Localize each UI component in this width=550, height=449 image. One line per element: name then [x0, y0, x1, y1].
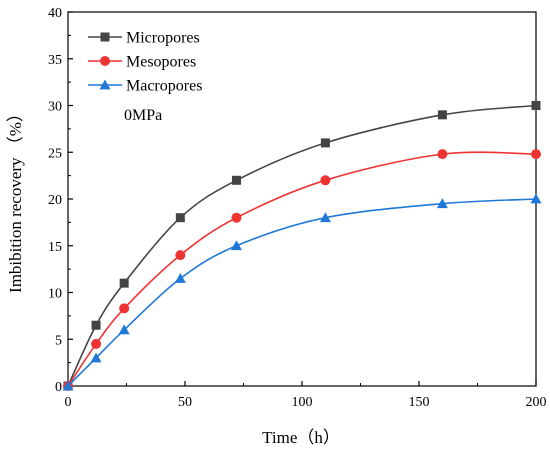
x-tick-label: 100	[292, 395, 313, 410]
data-point-mesopores	[437, 149, 448, 160]
y-tick-label: 15	[48, 240, 62, 255]
data-point-macropores	[90, 352, 102, 363]
legend-item-micropores: Micropores	[88, 30, 200, 47]
legend-item-mesopores: Mesopores	[88, 54, 196, 71]
data-point-macropores	[118, 324, 130, 335]
legend-label: Micropores	[126, 30, 200, 47]
y-tick-label: 5	[55, 333, 62, 348]
y-tick-label: 10	[48, 287, 62, 302]
series-micropores	[63, 101, 541, 391]
data-point-macropores	[230, 240, 242, 251]
y-tick-label: 25	[48, 146, 62, 161]
data-point-mesopores	[320, 175, 331, 186]
data-point-mesopores	[91, 338, 102, 349]
y-axis-title: Imbibition recovery （%）	[6, 105, 25, 293]
series-layer	[62, 101, 542, 391]
data-point-micropores	[437, 110, 447, 120]
legend-label: Mesopores	[126, 54, 196, 71]
series-line-mesopores	[67, 151, 537, 387]
y-tick-label: 40	[48, 6, 62, 21]
x-tick-label: 50	[178, 395, 192, 410]
data-point-macropores	[62, 380, 74, 391]
data-point-micropores	[119, 278, 129, 288]
legend-label: Macropores	[126, 78, 202, 95]
legend-marker	[99, 79, 111, 90]
y-tick-label: 35	[48, 53, 62, 68]
legend: Micropores Mesopores Macropores	[88, 30, 202, 95]
legend-item-macropores: Macropores	[88, 78, 202, 95]
data-point-macropores	[174, 272, 186, 283]
y-tick-label: 20	[48, 193, 62, 208]
data-point-mesopores	[231, 212, 242, 223]
data-point-macropores	[319, 212, 331, 223]
data-point-macropores	[436, 198, 448, 209]
series-macropores	[62, 193, 542, 391]
x-tick-label: 150	[409, 395, 430, 410]
series-line-micropores	[67, 104, 537, 387]
legend-marker	[100, 32, 110, 42]
series-line-macropores	[67, 198, 537, 387]
data-point-mesopores	[531, 149, 541, 160]
x-axis-title: Time（h）	[262, 428, 340, 447]
data-point-micropores	[531, 101, 541, 110]
data-point-micropores	[320, 138, 330, 148]
pressure-annotation: 0MPa	[124, 107, 162, 124]
data-point-macropores	[530, 193, 542, 204]
y-tick-label: 30	[48, 100, 62, 115]
y-tick-label: 0	[55, 380, 62, 395]
x-tick-label: 0	[65, 395, 72, 410]
data-point-micropores	[175, 213, 185, 223]
x-tick-label: 200	[526, 395, 547, 410]
legend-marker	[100, 56, 110, 66]
axes: 0 50 100 150 200 0 5 10 15 20 25 30 35 40	[48, 6, 547, 410]
data-point-micropores	[91, 320, 101, 330]
data-point-micropores	[231, 175, 241, 185]
data-point-mesopores	[119, 303, 130, 314]
data-point-mesopores	[175, 250, 186, 261]
